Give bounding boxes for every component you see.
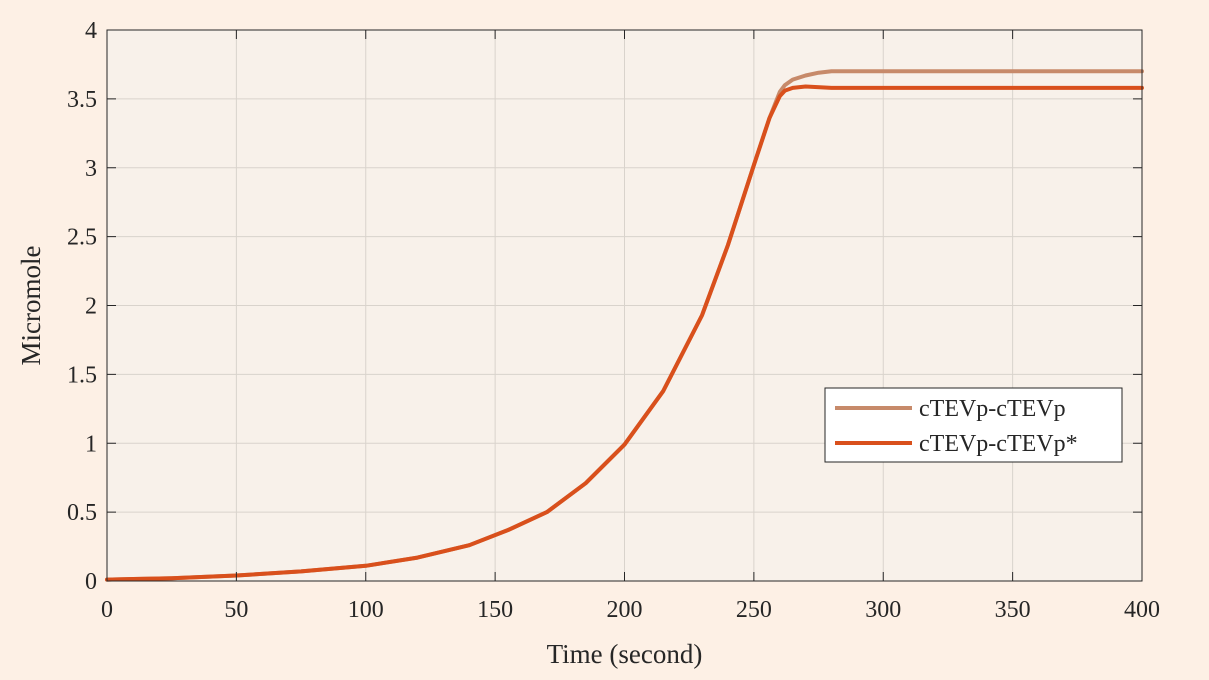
x-tick-label: 0 [101,597,113,623]
grid-lines [107,30,1142,581]
x-tick-label: 350 [995,597,1031,623]
y-tick-label: 2.5 [67,225,97,251]
y-axis-tick-labels: 0 0.5 1 1.5 2 2.5 3 3.5 4 [67,18,97,595]
x-axis-tick-labels: 0 50 100 150 200 250 300 350 400 [101,597,1160,623]
y-tick-label: 4 [85,18,97,44]
legend-box [824,387,1123,463]
x-tick-label: 150 [477,597,513,623]
y-tick-label: 1.5 [67,362,97,388]
y-axis-label: Micromole [16,246,46,366]
x-tick-label: 400 [1124,597,1160,623]
x-tick-label: 50 [224,597,248,623]
x-axis-label: Time (second) [547,639,703,669]
axis-ticks [106,29,1143,582]
y-tick-label: 1 [85,431,97,457]
y-tick-label: 0 [85,569,97,595]
x-tick-label: 300 [865,597,901,623]
legend-label-series-2: cTEVp-cTEVp* [919,431,1078,457]
x-tick-label: 250 [736,597,772,623]
x-tick-label: 100 [348,597,384,623]
series-lines [105,69,1144,582]
y-tick-label: 2 [85,294,97,320]
y-tick-label: 3 [85,156,97,182]
series-line-2 [105,84,1144,582]
legend: cTEVp-cTEVp cTEVp-cTEVp* [824,387,1123,463]
x-tick-label: 200 [607,597,643,623]
legend-label-series-1: cTEVp-cTEVp [919,396,1066,422]
y-tick-label: 0.5 [67,500,97,526]
y-tick-label: 3.5 [67,87,97,113]
